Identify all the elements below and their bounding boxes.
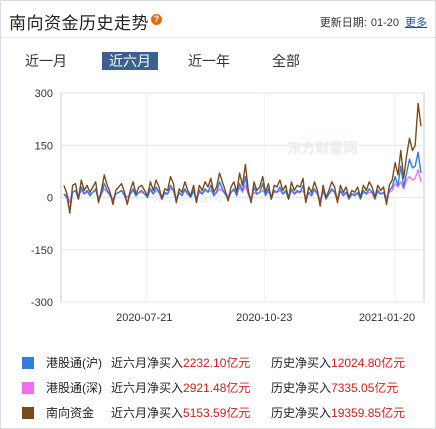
legend-history-hu: 历史净买入12024.80亿元 [271, 356, 406, 370]
legend-six-month-south: 近六月净买入5153.59亿元 [111, 406, 251, 420]
update-date-label: 更新日期: [319, 17, 367, 29]
update-info: 更新日期: 01-20 更多 [320, 14, 427, 30]
legend-name-shen: 港股通(深) [46, 381, 102, 395]
x-tick-label: 2021-01-20 [359, 312, 415, 324]
y-tick-label: 150 [35, 140, 53, 152]
y-tick-label: -300 [31, 297, 53, 309]
series-line-2 [63, 102, 422, 214]
card-title: 南向资金历史走势 [9, 14, 149, 33]
legend-swatch-south [22, 407, 34, 419]
update-date-value: 01-20 [370, 17, 399, 29]
watermark: 东方财富网 [153, 188, 223, 205]
legend-swatch-hu [22, 357, 34, 369]
watermark: 东方财富网 [287, 140, 357, 157]
legend-history-shen: 历史净买入7335.05亿元 [271, 381, 399, 395]
legend-swatch-shen [22, 382, 34, 394]
more-link[interactable]: 更多 [405, 17, 427, 29]
card-header: 南向资金历史走势 ? 更新日期: 01-20 更多 [1, 1, 435, 38]
legend-row-shen: 港股通(深) 近六月净买入2921.48亿元 历史净买入7335.05亿元 [1, 379, 435, 397]
tab-all[interactable]: 全部 [272, 53, 300, 69]
y-tick-label: 300 [35, 88, 53, 100]
legend-name-hu: 港股通(沪) [46, 356, 102, 370]
legend-row-hu: 港股通(沪) 近六月净买入2232.10亿元 历史净买入12024.80亿元 [1, 354, 435, 372]
y-tick-label: 0 [47, 193, 53, 205]
legend-six-month-shen: 近六月净买入2921.48亿元 [111, 381, 251, 395]
legend-name-south: 南向资金 [46, 406, 95, 420]
tab-one-month[interactable]: 近一月 [25, 53, 67, 69]
legend-history-south: 历史净买入19359.85亿元 [271, 406, 406, 420]
help-icon[interactable]: ? [151, 14, 162, 25]
x-tick-label: 2020-07-21 [116, 312, 172, 324]
y-tick-label: -150 [31, 245, 53, 257]
tab-one-year[interactable]: 近一年 [188, 53, 230, 69]
x-tick-label: 2020-10-23 [236, 312, 292, 324]
legend-row-south: 南向资金 近六月净买入5153.59亿元 历史净买入19359.85亿元 [1, 404, 435, 422]
legend-six-month-hu: 近六月净买入2232.10亿元 [111, 356, 251, 370]
tab-six-months[interactable]: 近六月 [102, 52, 158, 70]
line-chart: 300 150 0 -150 -300 2020-07-21 2020-10-23 2021-… [31, 88, 425, 324]
